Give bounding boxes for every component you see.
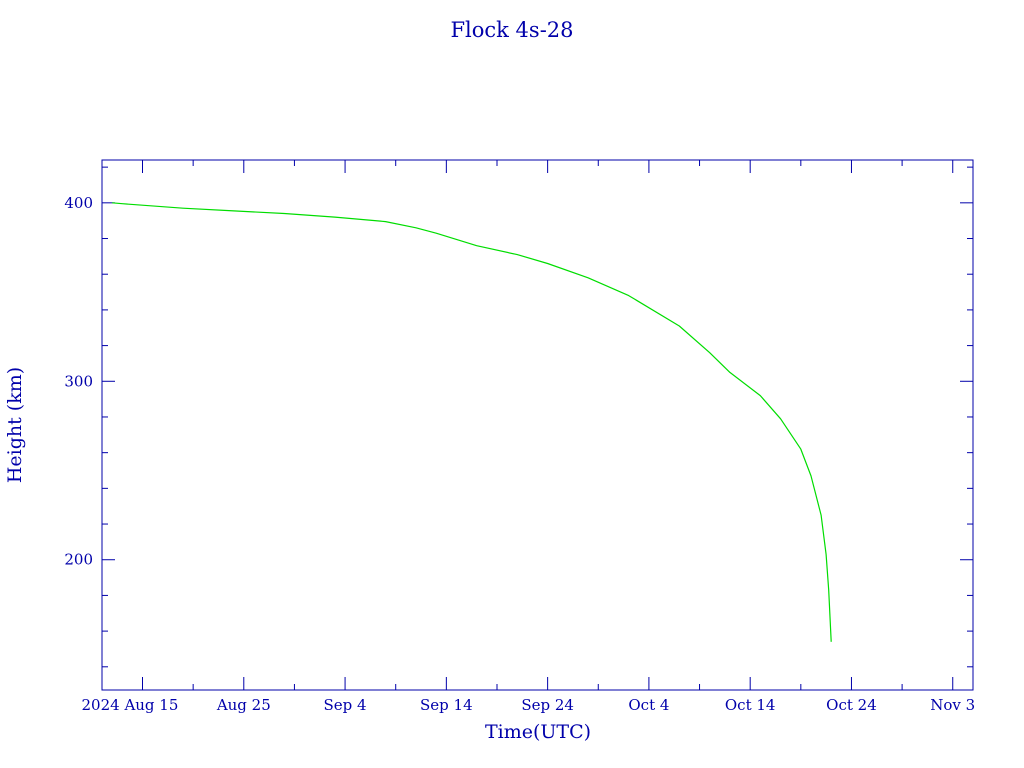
x-tick-label: Sep 4 [324, 696, 367, 714]
y-tick-label: 400 [64, 194, 93, 212]
x-tick-label: Sep 24 [521, 696, 574, 714]
x-tick-label: Oct 14 [725, 696, 776, 714]
x-tick-label: Oct 4 [628, 696, 669, 714]
y-tick-label: 300 [64, 372, 93, 390]
plot-frame [101, 159, 974, 691]
x-tick-label: Sep 14 [420, 696, 473, 714]
x-tick-label: Nov 3 [930, 696, 975, 714]
x-tick-label: 2024 Aug 15 [82, 696, 179, 714]
chart-title: Flock 4s-28 [450, 18, 573, 42]
axis-ticks [102, 160, 973, 690]
y-tick-label: 200 [64, 551, 93, 569]
x-tick-label: Aug 25 [216, 696, 271, 714]
y-axis-label: Height (km) [4, 367, 26, 483]
series-group [112, 202, 832, 642]
axis-tick-labels: 2024 Aug 15 Aug 25 Sep 4 Sep 14 Sep 24 Oct 4 O… [64, 194, 975, 714]
height-decay-line [112, 202, 832, 642]
x-axis-label: Time(UTC) [485, 721, 591, 743]
x-tick-label: Oct 24 [826, 696, 877, 714]
